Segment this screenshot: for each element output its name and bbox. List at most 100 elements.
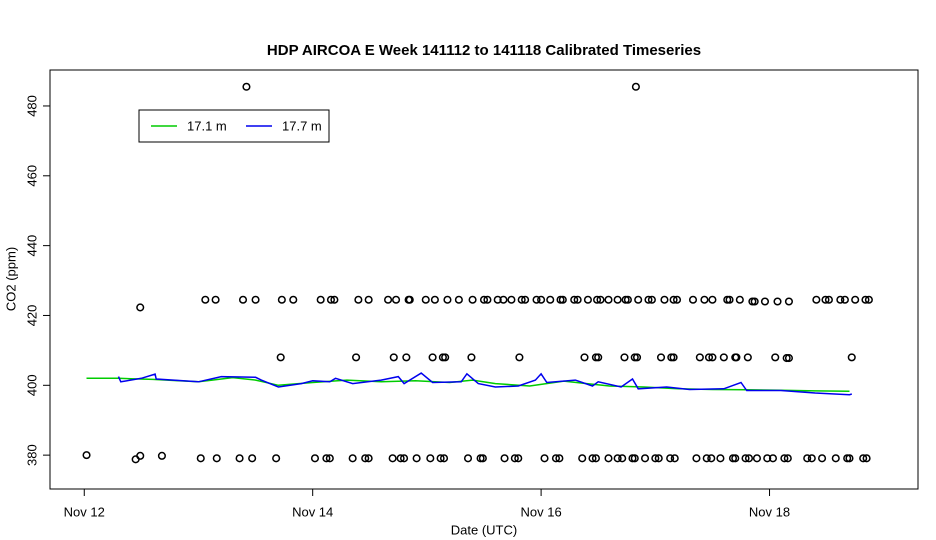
calibration-point (656, 353, 666, 362)
calibration-point (783, 454, 792, 463)
legend-label: 17.1 m (187, 118, 227, 133)
calibration-point (851, 295, 860, 304)
calibration-point (644, 295, 653, 304)
calibration-point (613, 295, 622, 304)
calibration-point (634, 295, 643, 304)
calibration-point (428, 353, 437, 362)
calibration-point (421, 295, 430, 304)
calibration-point (594, 353, 603, 362)
plot-frame (49, 69, 919, 490)
calibration-point (400, 454, 409, 463)
calibration-point (744, 454, 754, 463)
y-tick-label: 440 (24, 235, 39, 257)
calibration-point (402, 353, 411, 362)
calibration-point (478, 454, 487, 463)
calibration-point (743, 353, 752, 362)
chart-title: HDP AIRCOA E Week 141112 to 141118 Calib… (267, 42, 701, 59)
x-tick-label: Nov 12 (64, 504, 105, 519)
calibration-point (719, 353, 728, 362)
calibration-point (211, 295, 220, 304)
calibration-point (238, 295, 248, 304)
calibration-point (212, 454, 221, 463)
calibration-point (688, 295, 698, 304)
calibration-point (330, 295, 339, 304)
calibration-point (436, 454, 445, 463)
calibration-point (763, 454, 772, 463)
calibration-point (672, 295, 682, 304)
x-axis-label: Date (UTC) (451, 522, 517, 537)
calibration-point (812, 295, 821, 304)
calibration-point (532, 295, 541, 304)
calibration-point (514, 454, 523, 463)
calibration-point (695, 353, 704, 362)
calibration-point (669, 353, 678, 362)
y-tick-label: 420 (24, 305, 39, 327)
calibration-point (551, 454, 561, 463)
calibration-point (483, 295, 492, 304)
calibration-point (647, 295, 656, 304)
calibration-point (670, 454, 679, 463)
calibration-point (316, 295, 325, 304)
calibration-point (82, 451, 91, 460)
calibration-point (741, 454, 750, 463)
calibration-point (596, 295, 605, 304)
calibration-point (235, 454, 244, 463)
calibration-point (510, 454, 519, 463)
calibration-point (702, 454, 711, 463)
calibration-point (692, 454, 701, 463)
calibration-point (276, 353, 285, 362)
calibration-point (700, 295, 709, 304)
calibration-point (468, 295, 477, 304)
legend-label: 17.7 m (282, 118, 322, 133)
calibration-point (859, 454, 868, 463)
calibration-point (760, 297, 770, 306)
calibration-point (640, 454, 650, 463)
calibration-point (493, 295, 502, 304)
calibration-point (771, 353, 780, 362)
calibration-point (389, 353, 398, 362)
calibration-point (818, 454, 827, 463)
series-line (117, 372, 853, 396)
calibration-point (831, 454, 840, 463)
calibration-point (515, 353, 524, 362)
calibration-point (289, 295, 298, 304)
calibration-point (580, 353, 589, 362)
calibration-point (467, 353, 476, 362)
calibration-point (807, 454, 816, 463)
calibration-point (322, 454, 331, 463)
y-tick-label: 400 (24, 374, 39, 396)
calibration-point (708, 295, 717, 304)
calibration-point (430, 295, 439, 304)
calibration-point (405, 295, 414, 304)
calibration-point (716, 454, 725, 463)
calibration-point (847, 353, 856, 362)
calibration-point (499, 295, 508, 304)
calibration-point (500, 454, 509, 463)
calibration-point (348, 454, 357, 463)
calibration-point (392, 295, 401, 304)
calibration-point (136, 303, 145, 312)
calibration-point (604, 454, 613, 463)
calibration-point (521, 295, 530, 304)
calibration-point (583, 295, 592, 304)
calibration-point (618, 454, 627, 463)
calibration-point (750, 297, 759, 306)
calibration-point (803, 454, 812, 463)
calibration-point (384, 295, 393, 304)
calibration-point (861, 295, 870, 304)
calibration-point (732, 353, 741, 362)
calibration-point (537, 295, 546, 304)
calibration-point (441, 353, 450, 362)
calibration-point (573, 295, 582, 304)
calibration-point (784, 297, 793, 306)
calibration-point (623, 295, 632, 304)
calibration-point (660, 295, 669, 304)
calibration-point (272, 454, 281, 463)
calibration-point (666, 454, 675, 463)
calibration-point (651, 454, 660, 463)
calibration-point (768, 454, 778, 463)
calibration-point (588, 454, 597, 463)
